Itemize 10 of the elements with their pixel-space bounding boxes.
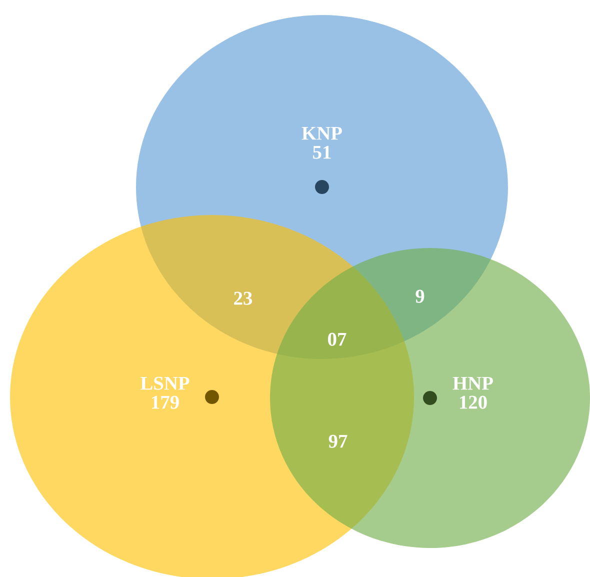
text: 23 — [234, 292, 252, 305]
text: 07 — [328, 332, 346, 346]
text: 97 — [328, 434, 348, 448]
category-label: KNP — [302, 126, 342, 140]
text: 9 — [416, 290, 424, 303]
data-label: 179 — [152, 396, 179, 409]
category-label: LSNP — [140, 376, 190, 390]
data-label: 51 — [313, 146, 331, 159]
category-label: HNP — [452, 376, 493, 390]
data-label: 120 — [460, 396, 487, 409]
